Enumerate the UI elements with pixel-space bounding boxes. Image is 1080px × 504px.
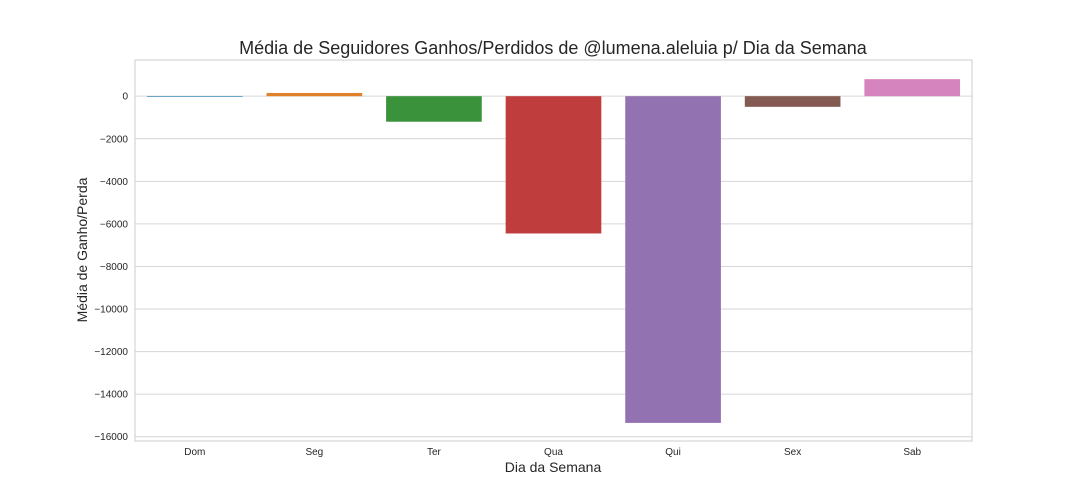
plot-frame <box>134 59 973 442</box>
bar-sab <box>864 79 961 97</box>
chart-title: Média de Seguidores Ganhos/Perdidos de @… <box>239 38 868 58</box>
y-tick-label: −8000 <box>100 262 129 273</box>
grid-lines <box>135 95 972 438</box>
x-tick-label: Ter <box>427 447 442 458</box>
y-tick-label: 0 <box>122 92 128 103</box>
y-tick-label: −4000 <box>100 177 129 188</box>
x-tick-labels: Dom Seg Ter Qua Qui Sex Sab <box>184 447 921 458</box>
x-tick-label: Sex <box>784 447 801 458</box>
bar-seg <box>266 92 363 97</box>
bar-sex <box>744 96 841 107</box>
x-axis-label: Dia da Semana <box>505 459 602 475</box>
y-tick-label: −16000 <box>94 432 128 443</box>
x-tick-label: Sab <box>903 447 921 458</box>
x-tick-label: Dom <box>184 447 205 458</box>
x-tick-label: Qua <box>544 447 563 458</box>
y-tick-label: −12000 <box>94 347 128 358</box>
bar-dom <box>146 96 243 97</box>
y-tick-label: −2000 <box>100 134 129 145</box>
bar-ter <box>386 96 482 122</box>
bars <box>146 79 961 423</box>
y-tick-labels: 0 −2000 −4000 −6000 −8000 −10000 −12000 −14000 −… <box>94 92 128 444</box>
y-axis-label: Média de Ganho/Perda <box>74 177 90 322</box>
x-tick-label: Seg <box>305 447 323 458</box>
y-tick-label: −6000 <box>100 219 129 230</box>
x-tick-label: Qui <box>665 447 681 458</box>
bar-qui <box>625 96 721 423</box>
bar-qua <box>505 96 602 234</box>
y-tick-label: −14000 <box>94 390 128 401</box>
y-tick-label: −10000 <box>94 305 128 316</box>
